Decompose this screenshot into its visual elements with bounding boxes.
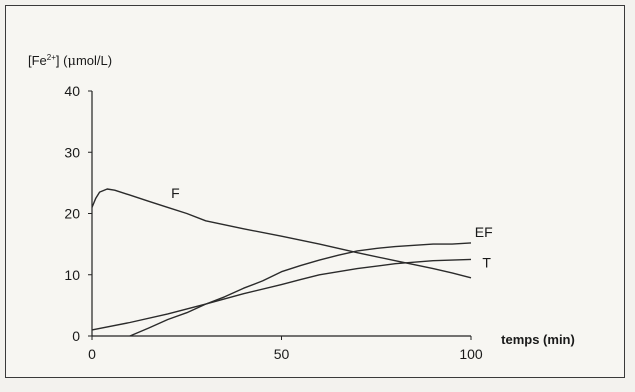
y-tick-label: 20 <box>64 206 80 222</box>
chart-axes: 0 10 20 30 40 0 50 100 <box>64 83 482 362</box>
chart-frame: [Fe2+] (μmol/L) temps (min) 0 10 20 30 40 0 50… <box>5 5 625 378</box>
x-axis-label: temps (min) <box>501 332 575 347</box>
series-line-f <box>91 188 472 279</box>
series-label-ef: EF <box>475 224 493 240</box>
x-tick-label: 100 <box>459 346 483 362</box>
y-tick-label: 30 <box>64 144 80 160</box>
y-tick-label: 40 <box>64 83 80 99</box>
x-tick-label: 0 <box>88 346 96 362</box>
line-chart: [Fe2+] (μmol/L) temps (min) 0 10 20 30 40 0 50… <box>28 53 575 362</box>
x-tick-label: 50 <box>274 346 290 362</box>
series-label-f: F <box>171 185 180 201</box>
series-label-t: T <box>482 254 491 270</box>
y-tick-label: 0 <box>72 328 80 344</box>
plot-area: F EF T <box>91 185 493 337</box>
series-line-t <box>91 258 472 331</box>
y-tick-label: 10 <box>64 267 80 283</box>
series-line-ef <box>129 242 472 337</box>
y-axis-label: [Fe2+] (μmol/L) <box>28 53 112 69</box>
